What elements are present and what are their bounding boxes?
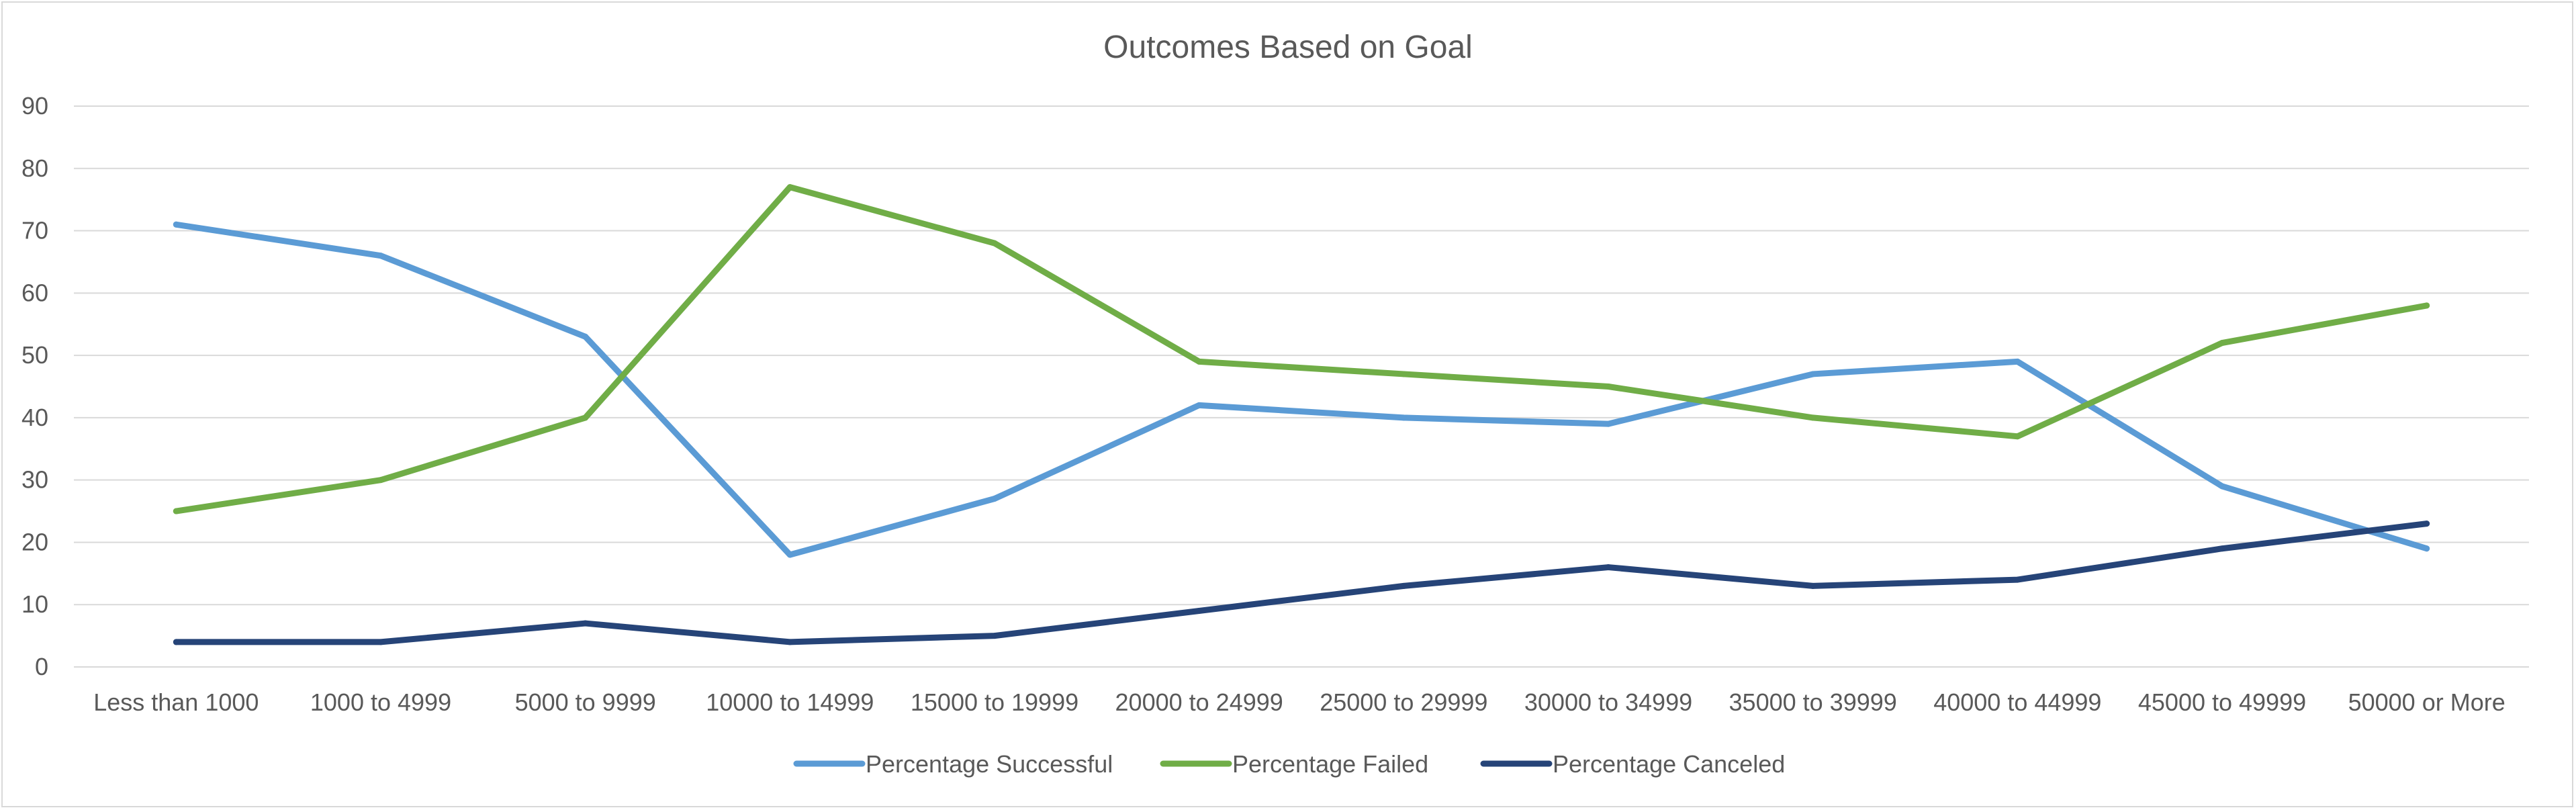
legend-label: Percentage Canceled bbox=[1553, 750, 1785, 778]
data-point bbox=[1605, 564, 1612, 571]
x-tick-label: 30000 to 34999 bbox=[1524, 688, 1692, 716]
series-lines bbox=[173, 184, 2430, 645]
y-tick-label: 10 bbox=[21, 590, 48, 618]
data-point bbox=[1196, 402, 1203, 408]
data-point bbox=[2014, 433, 2021, 440]
data-point bbox=[1605, 384, 1612, 390]
data-point bbox=[2424, 545, 2430, 552]
y-axis-ticks: 0 10 20 30 40 50 60 70 80 90 bbox=[21, 92, 48, 680]
legend-label: Percentage Failed bbox=[1232, 750, 1428, 778]
data-point bbox=[377, 639, 384, 645]
data-point bbox=[991, 240, 998, 246]
gridlines bbox=[74, 105, 2529, 668]
data-point bbox=[1400, 371, 1407, 377]
data-point bbox=[173, 221, 179, 228]
data-point bbox=[582, 414, 589, 421]
data-point bbox=[786, 551, 793, 558]
series-line-3 bbox=[173, 521, 2430, 645]
x-tick-label: 25000 to 29999 bbox=[1320, 688, 1487, 716]
data-point bbox=[1400, 414, 1407, 421]
data-point bbox=[991, 633, 998, 639]
y-tick-label: 0 bbox=[35, 653, 48, 680]
data-point bbox=[377, 477, 384, 484]
chart-title: Outcomes Based on Goal bbox=[1103, 30, 1473, 65]
x-tick-label: 10000 to 14999 bbox=[706, 688, 874, 716]
data-point bbox=[2424, 302, 2430, 309]
data-point bbox=[377, 253, 384, 259]
x-tick-label: 40000 to 44999 bbox=[1933, 688, 2101, 716]
data-point bbox=[1196, 608, 1203, 614]
y-tick-label: 20 bbox=[21, 528, 48, 555]
x-tick-label: Less than 1000 bbox=[93, 688, 259, 716]
y-tick-label: 90 bbox=[21, 92, 48, 120]
x-tick-label: 50000 or More bbox=[2348, 688, 2505, 716]
data-point bbox=[786, 639, 793, 645]
y-tick-label: 80 bbox=[21, 154, 48, 182]
data-point bbox=[1605, 420, 1612, 427]
y-tick-label: 60 bbox=[21, 279, 48, 306]
x-tick-label: 1000 to 4999 bbox=[310, 688, 451, 716]
data-point bbox=[786, 184, 793, 191]
data-point bbox=[1196, 358, 1203, 365]
series-line-1 bbox=[173, 221, 2430, 558]
data-point bbox=[2014, 576, 2021, 583]
legend-label: Percentage Successful bbox=[866, 750, 1113, 778]
data-point bbox=[1400, 582, 1407, 589]
y-tick-label: 30 bbox=[21, 466, 48, 494]
y-tick-label: 50 bbox=[21, 341, 48, 369]
data-point bbox=[173, 508, 179, 514]
data-point bbox=[173, 639, 179, 645]
x-tick-label: 45000 to 49999 bbox=[2138, 688, 2306, 716]
y-tick-label: 40 bbox=[21, 404, 48, 431]
data-point bbox=[2014, 358, 2021, 365]
data-point bbox=[2219, 483, 2225, 490]
x-tick-label: 35000 to 39999 bbox=[1729, 688, 1897, 716]
x-tick-label: 20000 to 24999 bbox=[1115, 688, 1283, 716]
data-point bbox=[1810, 414, 1816, 421]
data-point bbox=[1810, 582, 1816, 589]
data-point bbox=[2219, 340, 2225, 347]
x-axis-ticks: Less than 1000 1000 to 4999 5000 to 9999 10… bbox=[93, 688, 2505, 716]
x-tick-label: 15000 to 19999 bbox=[911, 688, 1078, 716]
data-point bbox=[582, 333, 589, 340]
data-point bbox=[2424, 521, 2430, 527]
legend: Percentage Successful Percentage Failed Pe… bbox=[793, 750, 1785, 778]
data-point bbox=[2219, 545, 2225, 552]
data-point bbox=[582, 620, 589, 627]
data-point bbox=[991, 496, 998, 502]
series-line-2 bbox=[173, 184, 2430, 514]
x-tick-label: 5000 to 9999 bbox=[515, 688, 656, 716]
y-tick-label: 70 bbox=[21, 217, 48, 244]
data-point bbox=[1810, 371, 1816, 377]
